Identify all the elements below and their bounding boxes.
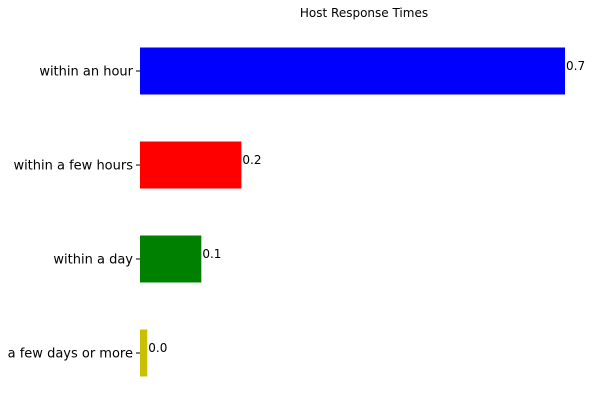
data-label-a-few-days-or-more: 0.0 [148, 341, 167, 355]
bar-a-few-days-or-more [140, 329, 148, 377]
y-tick-label-a-few-days-or-more: a few days or more [8, 347, 133, 362]
chart-title: Host Response Times [300, 6, 428, 20]
data-label-within-an-hour: 0.7 [566, 59, 585, 73]
bar-within-a-day [140, 235, 202, 283]
bars-layer: within an hour 0.7 within a few hours 0.2 wi… [8, 47, 585, 377]
y-tick-label-within-a-few-hours: within a few hours [13, 159, 133, 174]
y-tick-label-within-a-day: within a day [53, 253, 133, 268]
data-label-within-a-few-hours: 0.2 [242, 153, 261, 167]
data-label-within-a-day: 0.1 [202, 247, 221, 261]
bar-within-an-hour [140, 47, 565, 95]
y-tick-label-within-an-hour: within an hour [39, 65, 133, 80]
bar-within-a-few-hours [140, 141, 242, 189]
